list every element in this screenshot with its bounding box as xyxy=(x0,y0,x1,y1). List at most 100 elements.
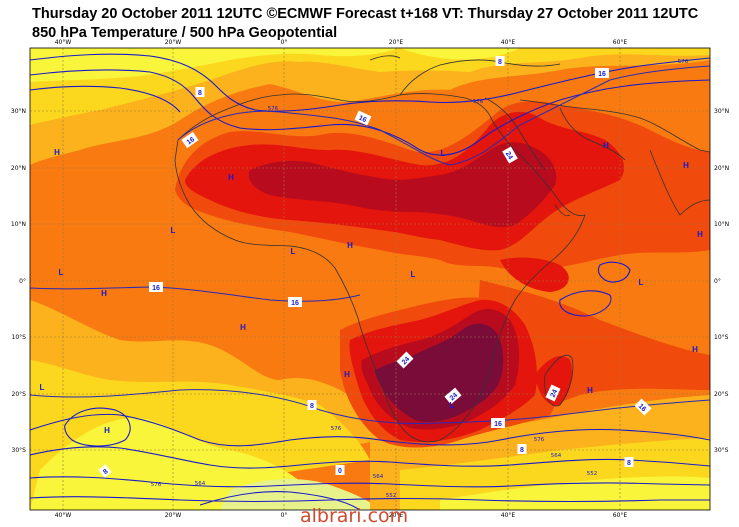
isotherm-label-box xyxy=(181,131,199,149)
isotherm-label: 24 xyxy=(444,387,462,405)
isotherm-label-text: 16 xyxy=(186,136,196,146)
isotherm-label-box xyxy=(195,87,205,97)
isotherm-label-box xyxy=(495,56,505,66)
temp-band-0-4-south xyxy=(440,476,710,510)
isotherm-label-box xyxy=(396,351,414,369)
isotherm-label-text: 8 xyxy=(498,59,502,66)
high-pressure-marker: H xyxy=(101,289,107,298)
isotherm-label-text: 8 xyxy=(520,447,524,454)
isotherm-label: 16 xyxy=(181,131,199,149)
isotherm-label: 24 xyxy=(396,351,414,369)
isotherm-label-text: 16 xyxy=(494,421,502,428)
isotherm-label-text: 8 xyxy=(310,403,314,410)
isotherm-label-text: 24 xyxy=(449,392,460,402)
geopotential-label: 564 xyxy=(373,474,384,480)
isotherm-label: 16 xyxy=(634,398,652,416)
isotherm-label-text: 24 xyxy=(550,389,560,399)
isotherm-label-box xyxy=(149,282,163,292)
isotherm-label: 16 xyxy=(288,297,302,307)
lon-label-top: 60°E xyxy=(613,39,628,46)
low-pressure-marker: L xyxy=(441,149,446,158)
lon-label-bottom: 40°E xyxy=(501,512,516,519)
lat-label-right: 0° xyxy=(714,278,721,285)
low-pressure-marker: L xyxy=(291,247,296,256)
isotherm-label-text: 8 xyxy=(198,90,202,97)
isotherm-label-text: 16 xyxy=(598,71,606,78)
geopotential-label: 576 xyxy=(331,426,342,432)
isotherm-label-text: 16 xyxy=(637,403,648,414)
lon-label-bottom: 0° xyxy=(281,512,288,519)
lat-label-right: 10°S xyxy=(714,334,729,341)
temp-band-0-4-north xyxy=(30,48,400,82)
lon-label-top: 20°W xyxy=(165,39,182,46)
temp-band-4-8-north xyxy=(30,48,710,125)
low-pressure-marker: L xyxy=(450,401,455,410)
lon-label-top: 40°W xyxy=(55,39,72,46)
high-pressure-marker: H xyxy=(697,230,703,239)
isotherm-label-box xyxy=(595,68,609,78)
lon-label-top: 0° xyxy=(281,39,288,46)
isotherm-label-text: 8 xyxy=(627,460,631,467)
lat-label-right: 20°N xyxy=(714,165,729,172)
high-pressure-marker: H xyxy=(347,241,353,250)
isotherm-label: 8 xyxy=(495,56,505,66)
isotherm-label-box xyxy=(545,384,561,402)
isotherm-label-box xyxy=(634,398,652,416)
isotherm-label: 24 xyxy=(545,384,561,402)
geopotential-label: 576 xyxy=(473,99,484,105)
lon-label-bottom: 20°W xyxy=(165,512,182,519)
chart-title: Thursday 20 October 2011 12UTC ©ECMWF Fo… xyxy=(32,6,699,22)
low-pressure-marker: L xyxy=(639,278,644,287)
isotherm-label: 16 xyxy=(354,110,372,126)
isotherm-label: 16 xyxy=(595,68,609,78)
high-pressure-marker: H xyxy=(344,370,350,379)
high-pressure-marker: H xyxy=(587,386,593,395)
isotherm-label: 8 xyxy=(195,87,205,97)
map-frame xyxy=(29,47,711,511)
low-pressure-marker: L xyxy=(59,268,64,277)
high-pressure-marker: H xyxy=(228,173,234,182)
isotherm-label-box xyxy=(517,444,527,454)
isotherm-label-text: 24 xyxy=(401,356,412,367)
lon-label-bottom: 60°E xyxy=(613,512,628,519)
geopotential-label: 552 xyxy=(386,493,397,499)
isotherm-label: 24 xyxy=(502,146,518,164)
high-pressure-marker: H xyxy=(603,141,609,150)
lon-label-top: 40°E xyxy=(501,39,516,46)
isotherm-label: 8 xyxy=(307,400,317,410)
lat-label-left: 10°S xyxy=(12,334,27,341)
isotherm-label: 8 xyxy=(98,464,112,478)
temp-band-24-28-north xyxy=(248,142,557,228)
geopotential-label: 576 xyxy=(534,437,545,443)
geopotential-label: 552 xyxy=(587,471,598,477)
lat-label-right: 30°S xyxy=(714,447,729,454)
temp-band-gt28-south xyxy=(375,323,504,423)
isotherm-label-box xyxy=(307,400,317,410)
lon-label-bottom: 40°W xyxy=(55,512,72,519)
isotherm-label-box xyxy=(354,110,372,126)
high-pressure-marker: H xyxy=(54,148,60,157)
geopotential-label: 564 xyxy=(195,481,206,487)
lat-label-right: 10°N xyxy=(714,221,729,228)
isotherm-label: 8 xyxy=(624,457,634,467)
geopotential-labels: 576 576 576 576 576 564 564 552 576 564 552 xyxy=(151,59,689,499)
high-pressure-marker: H xyxy=(692,345,698,354)
isotherm-label-box xyxy=(624,457,634,467)
isotherm-label-text: 16 xyxy=(357,115,367,125)
temperature-field xyxy=(30,48,710,510)
chart-subtitle: 850 hPa Temperature / 500 hPa Geopotenti… xyxy=(32,25,338,41)
isotherm-label-box xyxy=(335,465,345,475)
longitude-labels: 40°W 40°W 20°W 20°W 0° 0° 20°E 20°E 40°E 40°E 60°E… xyxy=(55,39,628,519)
lat-label-left: 30°S xyxy=(12,447,27,454)
geopotential-label: 576 xyxy=(268,106,279,112)
lat-label-left: 20°S xyxy=(12,391,27,398)
geopotential-label: 576 xyxy=(678,59,689,65)
lat-label-left: 10°N xyxy=(11,221,26,228)
coastlines xyxy=(174,55,710,443)
isotherm-label-text: 16 xyxy=(291,300,299,307)
isotherm-label: 16 xyxy=(491,418,505,428)
isotherm-contours xyxy=(30,65,710,425)
isotherm-label: 8 xyxy=(517,444,527,454)
graticule xyxy=(30,48,710,510)
